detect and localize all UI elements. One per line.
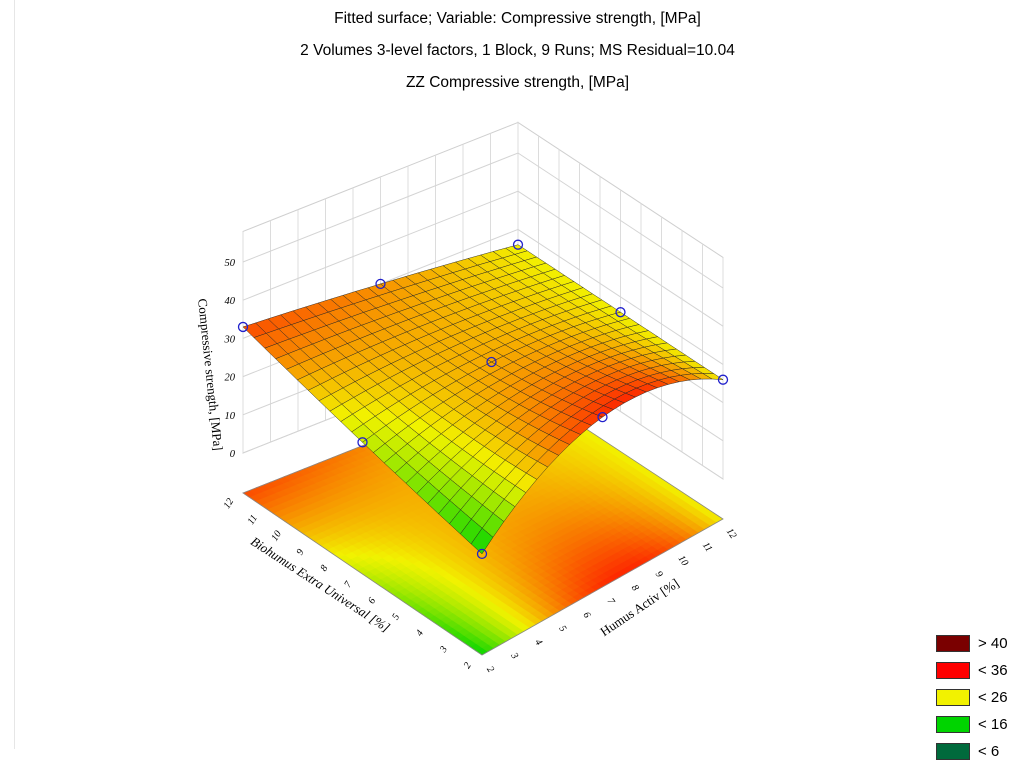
y-tick-label: 6 [366,596,378,606]
legend-swatch [936,716,970,733]
x-tick-label: 10 [676,554,691,568]
observed-point [615,307,626,318]
y-tick-label: 11 [246,513,260,527]
y-tick-label: 9 [295,547,307,557]
y-tick-label: 12 [222,497,237,511]
z-tick-label: 0 [230,449,236,460]
y-tick-label: 5 [390,612,402,622]
z-tick-label: 50 [225,258,236,269]
observed-points [237,239,729,560]
surface-plot: 010203040502345678910111223456789101112 … [195,121,739,675]
legend: > 40 < 36 < 26 < 16 < 6 [936,630,1008,765]
legend-label: < 16 [978,716,1008,733]
legend-item-2: < 36 [936,657,1008,684]
chart-title-line-2: 2 Volumes 3-level factors, 1 Block, 9 Ru… [300,42,735,59]
observed-point [717,374,729,385]
y-tick-label: 3 [437,644,450,655]
z-tick-label: 40 [225,296,236,307]
legend-swatch [936,635,970,652]
legend-swatch [936,662,970,679]
observed-point [357,437,368,448]
observed-point [237,321,249,333]
observed-point [486,356,497,368]
x-tick-label: 4 [532,637,544,647]
y-tick-label: 4 [414,628,426,638]
z-axis-label: Compressive strength, [MPa] [195,298,226,451]
y-tick-label: 8 [318,563,330,573]
z-gridline [242,152,724,289]
chart-title-line-1: Fitted surface; Variable: Compressive st… [334,10,701,27]
x-tick-label: 5 [556,624,568,634]
observed-point [597,411,608,423]
surface-cell [470,527,494,555]
y-tick-label: 10 [269,529,284,543]
frame-edge [14,0,15,749]
observed-point [512,239,524,250]
legend-label: < 36 [978,662,1008,679]
legend-swatch [936,689,970,706]
legend-item-3: < 26 [936,684,1008,711]
legend-item-1: > 40 [936,630,1008,657]
legend-swatch [936,743,970,760]
x-tick-label: 3 [508,650,520,661]
legend-label: > 40 [978,635,1008,652]
legend-label: < 6 [978,743,1000,760]
legend-label: < 26 [978,689,1008,706]
legend-item-4: < 16 [936,711,1008,738]
x-tick-label: 11 [700,540,714,554]
fitted-surface [242,244,724,555]
x-tick-label: 9 [653,569,665,579]
x-tick-label: 12 [724,526,739,540]
x-tick-label: 2 [484,664,496,674]
x-tick-label: 6 [581,610,593,620]
z-tick-label: 10 [225,411,236,422]
x-tick-label: 7 [605,596,617,607]
x-tick-label: 8 [629,583,641,593]
chart-title-line-3: ZZ Compressive strength, [MPa] [405,74,630,91]
y-tick-label: 7 [342,579,355,590]
y-tick-label: 2 [462,661,474,671]
observed-point [476,548,488,560]
z-tick-label: 20 [225,373,236,384]
legend-item-5: < 6 [936,738,1008,765]
z-gridline [242,190,724,327]
observed-point [375,278,386,290]
z-tick-label: 30 [224,334,236,345]
